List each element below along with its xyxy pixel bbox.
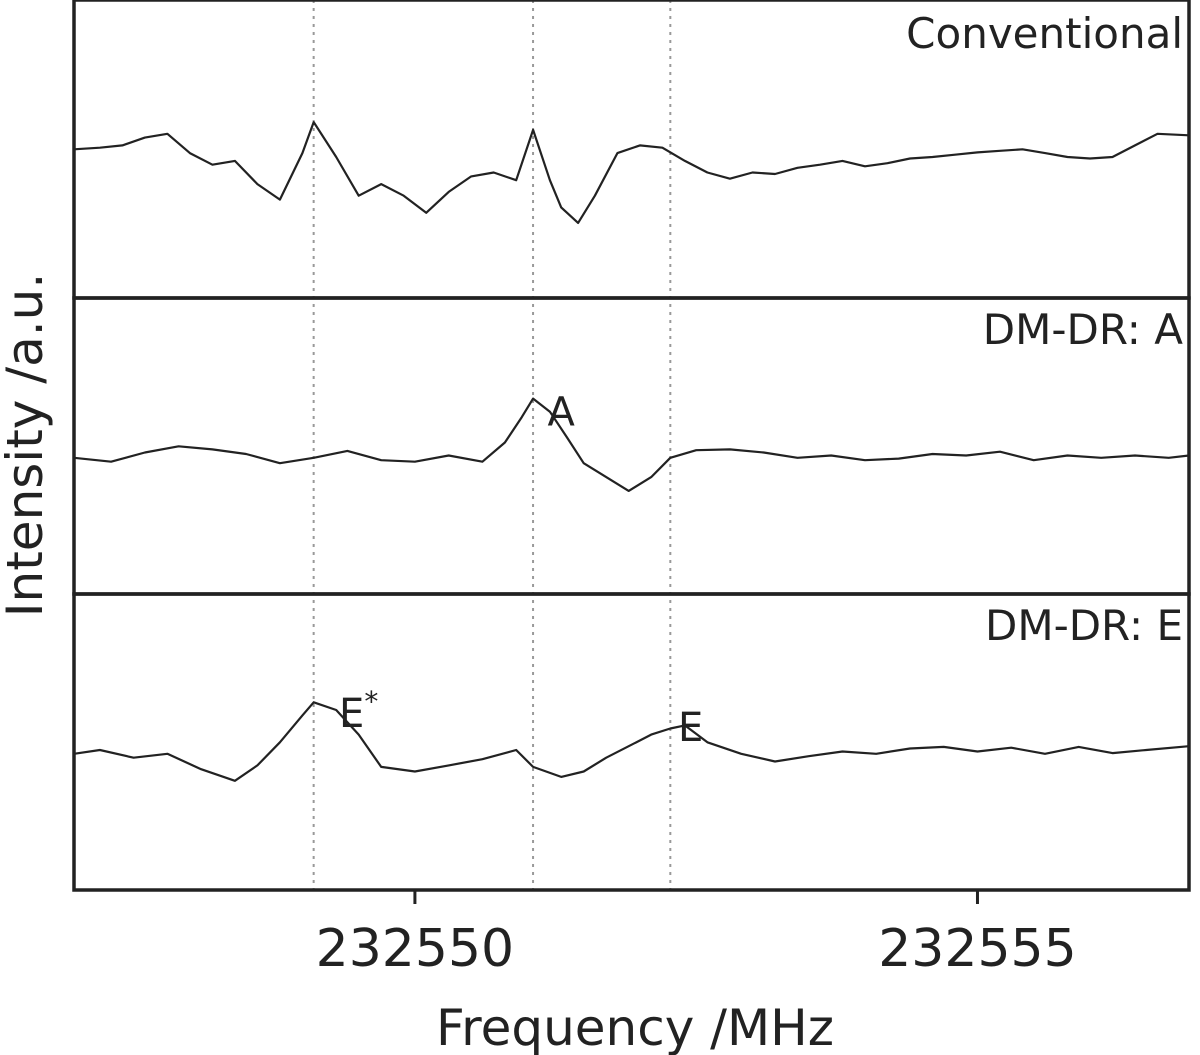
panel-conventional: Conventional [73,9,1190,224]
panel-label-conventional: Conventional [906,9,1183,58]
panel-label-dmdr-e: DM-DR: E [985,601,1183,650]
peak-label-e: E [678,705,703,751]
panel-dmdr-a: DM-DR: A A [73,305,1190,492]
peak-label-e-star-superscript: * [364,685,378,718]
panel-label-dmdr-a: DM-DR: A [983,305,1183,354]
y-axis-label: Intensity /a.u. [0,273,54,617]
panel-frame-dmdr-e [72,592,1191,892]
x-tick-label-232555: 232555 [878,919,1077,979]
x-axis-ticks [413,890,979,904]
peak-label-e-star-text: E [339,691,364,737]
panel-dmdr-e: DM-DR: E E* E [73,601,1190,782]
peak-label-a: A [548,390,576,436]
conventional-spectrum-trace [73,121,1190,224]
x-tick-label-232550: 232550 [316,919,515,979]
x-axis-label: Frequency /MHz [436,999,834,1055]
dmdr-e-spectrum-trace [73,701,1190,782]
dmdr-a-spectrum-trace [73,397,1190,492]
peak-label-e-star: E* [339,685,378,737]
